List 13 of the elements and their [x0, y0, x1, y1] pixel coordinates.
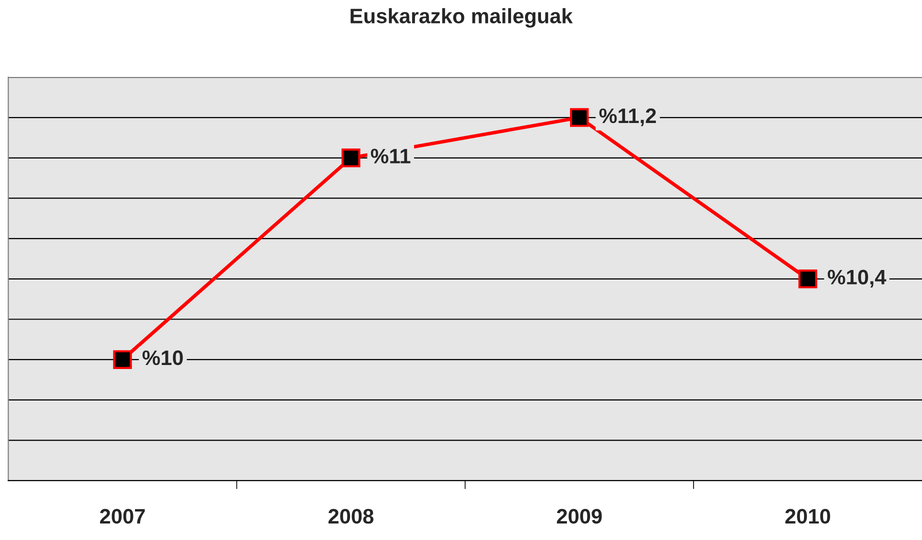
- chart-title: Euskarazko maileguak: [350, 8, 573, 28]
- x-tick-label: 2009: [556, 508, 602, 524]
- point: [570, 108, 589, 127]
- data-label: %11,2: [599, 108, 656, 126]
- point: [798, 270, 818, 288]
- data-label: %10,4: [828, 270, 886, 288]
- point: [113, 350, 132, 369]
- data-label: %10: [142, 350, 183, 366]
- data-label: %11: [370, 148, 410, 164]
- x-tick-label: 2007: [100, 508, 145, 524]
- x-tick-label: 2010: [785, 508, 830, 524]
- x-tick-label: 2008: [328, 508, 374, 524]
- point: [342, 148, 360, 168]
